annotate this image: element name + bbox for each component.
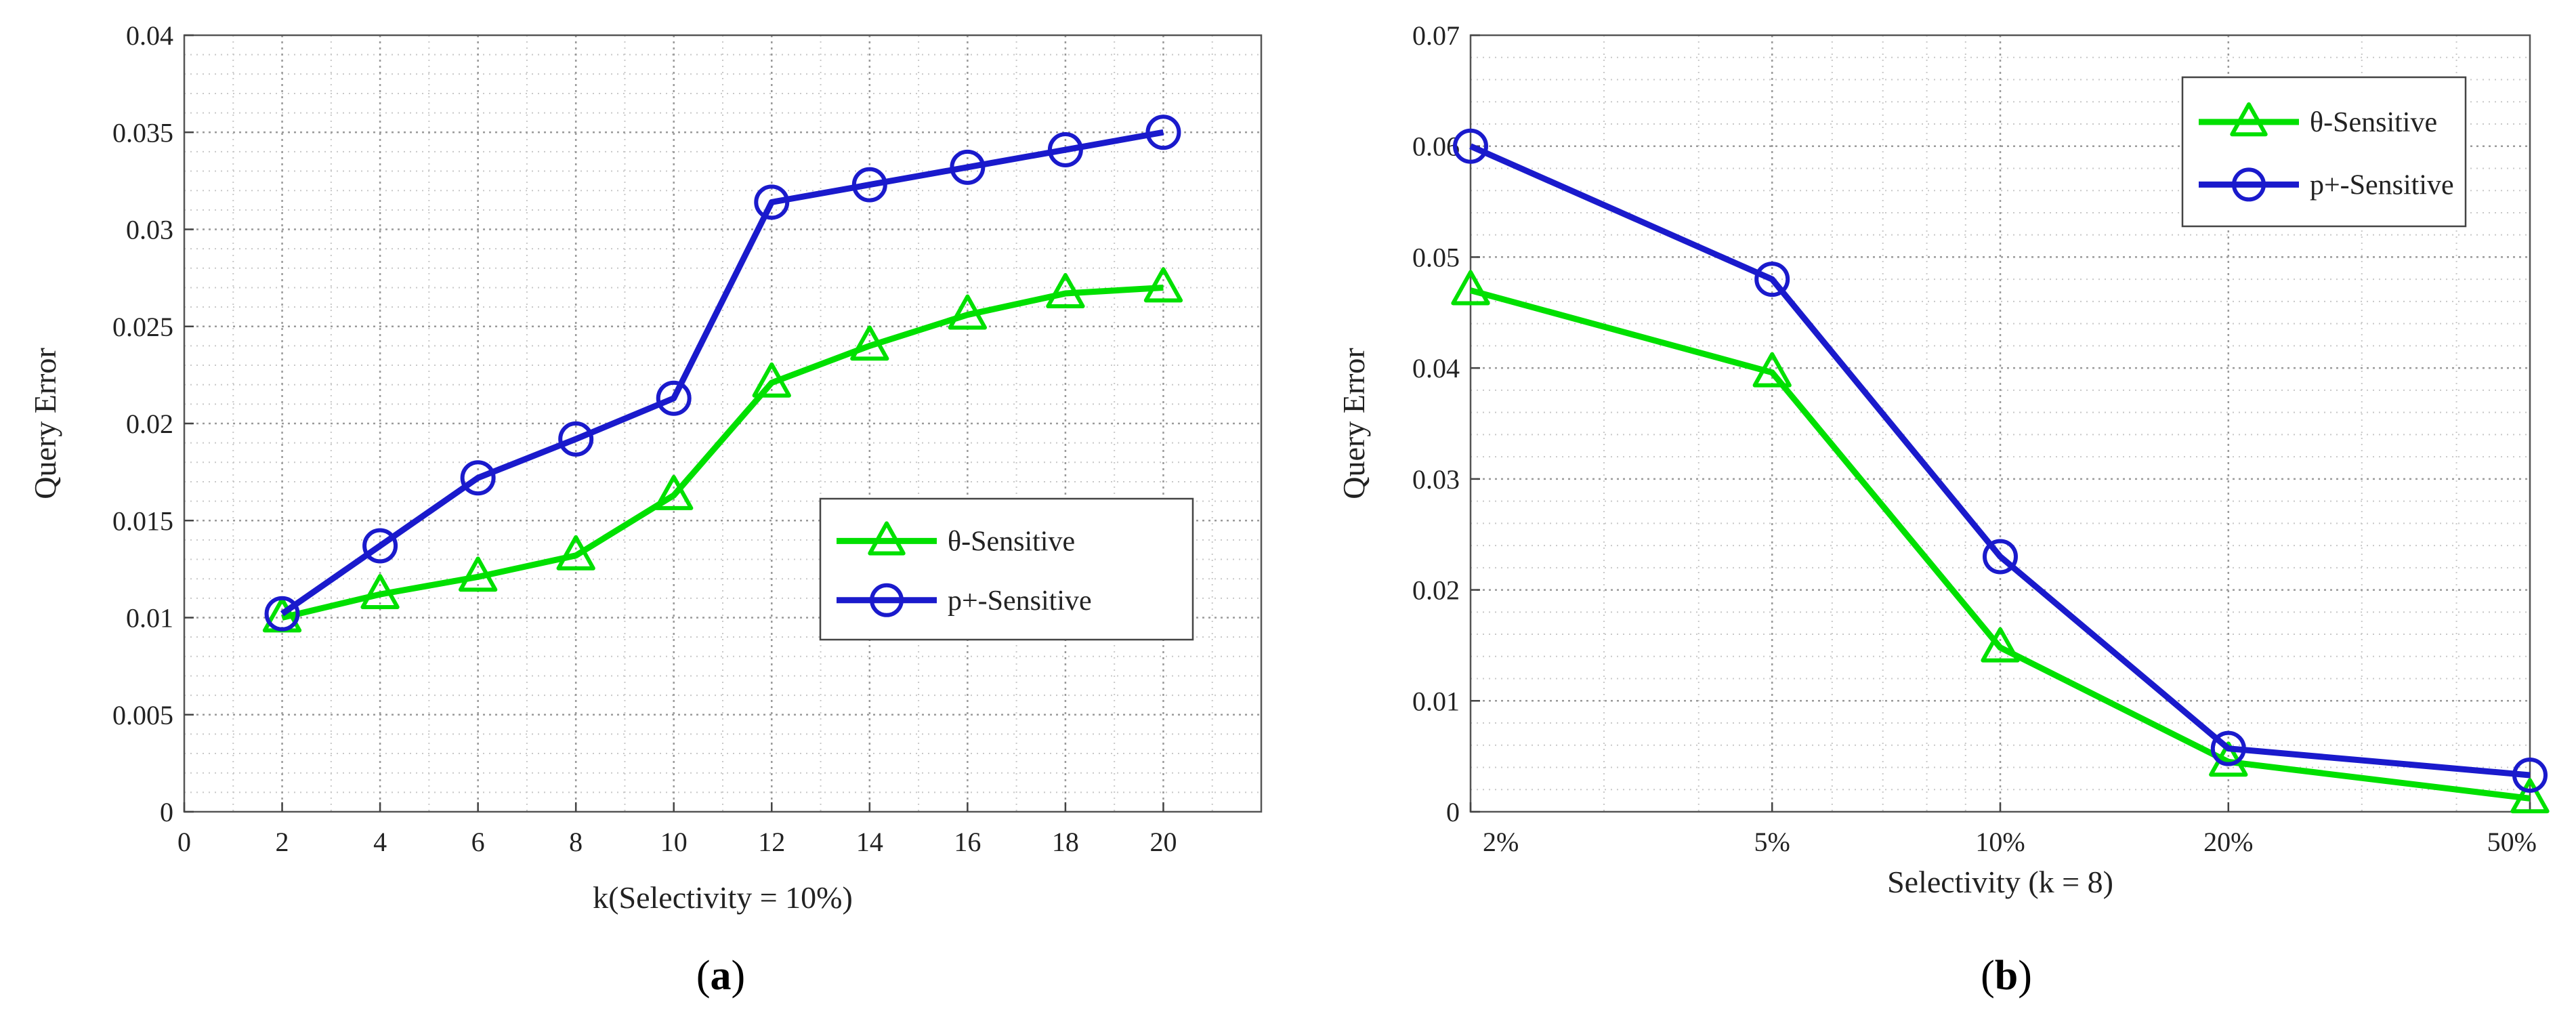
series-line (1469, 287, 2531, 802)
y-axis-label: Query Error (28, 348, 62, 499)
data-point (458, 556, 498, 592)
data-point (752, 362, 791, 398)
x-axis-label: Selectivity (k = 8) (1887, 865, 2113, 899)
data-point (1754, 262, 1790, 297)
legend-label: p+-Sensitive (2310, 169, 2454, 201)
y-tick-label: 0 (160, 797, 173, 827)
data-point (656, 380, 692, 416)
data-point (2512, 757, 2548, 793)
data-point (1981, 627, 2020, 663)
y-tick-label: 0.01 (126, 603, 173, 634)
x-tick-label: 20 (1149, 827, 1177, 857)
x-tick-label: 4 (373, 827, 387, 857)
series-p-plus-sensitive (264, 115, 1181, 632)
caption-letter: b (1995, 953, 2018, 999)
data-point (1752, 352, 1792, 388)
data-point (556, 535, 595, 571)
legend: θ-Sensitive p+-Sensitive (2181, 76, 2467, 228)
x-tick-label: 10 (660, 827, 688, 857)
data-point (948, 294, 988, 330)
x-tick-label: 0 (177, 827, 191, 857)
x-tick-label: 2 (276, 827, 289, 857)
panel-a-chart: 0 2 4 6 8 10 12 14 16 18 20 0 0.005 0.01 0.015 0.02 0.02… (28, 20, 1263, 999)
data-point (2210, 730, 2246, 766)
x-tick-label: 10% (1975, 827, 2025, 857)
y-tick-label: 0.07 (1412, 20, 1460, 51)
x-tick-label: 14 (856, 827, 883, 857)
data-point (1983, 539, 2018, 575)
data-point (851, 167, 887, 203)
data-point (360, 574, 400, 610)
x-tick-label: 16 (954, 827, 981, 857)
legend-marker (868, 521, 906, 556)
x-tick-label: 20% (2203, 827, 2253, 857)
legend-box (819, 497, 1194, 641)
series-line (280, 129, 1164, 617)
y-tick-label: 0.04 (126, 20, 173, 51)
data-point (654, 475, 694, 510)
y-tick-label: 0.02 (126, 409, 173, 439)
data-point (2510, 778, 2550, 814)
y-tick-label: 0.02 (1412, 575, 1460, 606)
y-tick-label: 0.01 (1412, 686, 1460, 716)
data-point (264, 596, 300, 632)
y-axis-label: Query Error (1336, 348, 1371, 499)
panel-b-chart: 2% 5% 10% 20% 50% 0 0.01 0.02 0.03 0.04 0.05 0.06 0.… (1336, 20, 2550, 999)
data-point (1451, 270, 1490, 306)
y-tick-label: 0.035 (112, 117, 173, 148)
legend-label: θ-Sensitive (948, 526, 1075, 557)
y-tick-label: 0.03 (1412, 464, 1460, 495)
data-point (1143, 267, 1183, 303)
y-tick-label: 0.025 (112, 312, 173, 342)
legend-marker (2232, 167, 2266, 202)
x-tick-label: 8 (569, 827, 583, 857)
caption-letter: a (711, 953, 732, 999)
data-point (1453, 128, 1488, 164)
y-tick-label: 0.05 (1412, 242, 1460, 272)
data-point (362, 528, 398, 564)
x-tick-label: 6 (471, 827, 485, 857)
x-tick-label: 12 (758, 827, 785, 857)
legend-box (2181, 76, 2467, 228)
y-tick-label: 0.005 (112, 700, 173, 730)
panel-caption: (b) (1981, 953, 2032, 999)
series-line (1469, 143, 2531, 779)
data-point (950, 149, 986, 185)
x-tick-label: 50% (2487, 827, 2537, 857)
panel-caption: (a) (696, 953, 745, 999)
x-axis-label: k(Selectivity = 10%) (593, 880, 853, 915)
data-point (558, 421, 594, 457)
legend-label: θ-Sensitive (2310, 107, 2437, 138)
legend-label: p+-Sensitive (948, 585, 1092, 617)
legend: θ-Sensitive p+-Sensitive (819, 497, 1194, 641)
data-point (1145, 115, 1181, 150)
data-point (754, 184, 790, 220)
data-point (460, 460, 496, 496)
y-tick-label: 0.06 (1412, 131, 1460, 162)
series-line (281, 284, 1164, 621)
caption-close-paren: ) (732, 953, 746, 999)
caption-open-paren: ( (1981, 953, 1995, 999)
y-tick-label: 0.015 (112, 505, 173, 536)
caption-open-paren: ( (696, 953, 711, 999)
legend-marker (2230, 102, 2268, 137)
legend-marker (870, 583, 904, 617)
y-tick-label: 0 (1446, 797, 1460, 827)
caption-close-paren: ) (2018, 953, 2032, 999)
x-tick-label: 2% (1483, 827, 1519, 857)
data-point (850, 325, 889, 361)
data-point (1046, 273, 1085, 308)
x-tick-label: 5% (1754, 827, 1790, 857)
y-tick-label: 0.03 (126, 215, 173, 245)
x-tick-label: 18 (1052, 827, 1079, 857)
data-point (1047, 132, 1083, 168)
series-p-plus-sensitive (1453, 128, 2548, 793)
y-tick-label: 0.04 (1412, 353, 1460, 384)
